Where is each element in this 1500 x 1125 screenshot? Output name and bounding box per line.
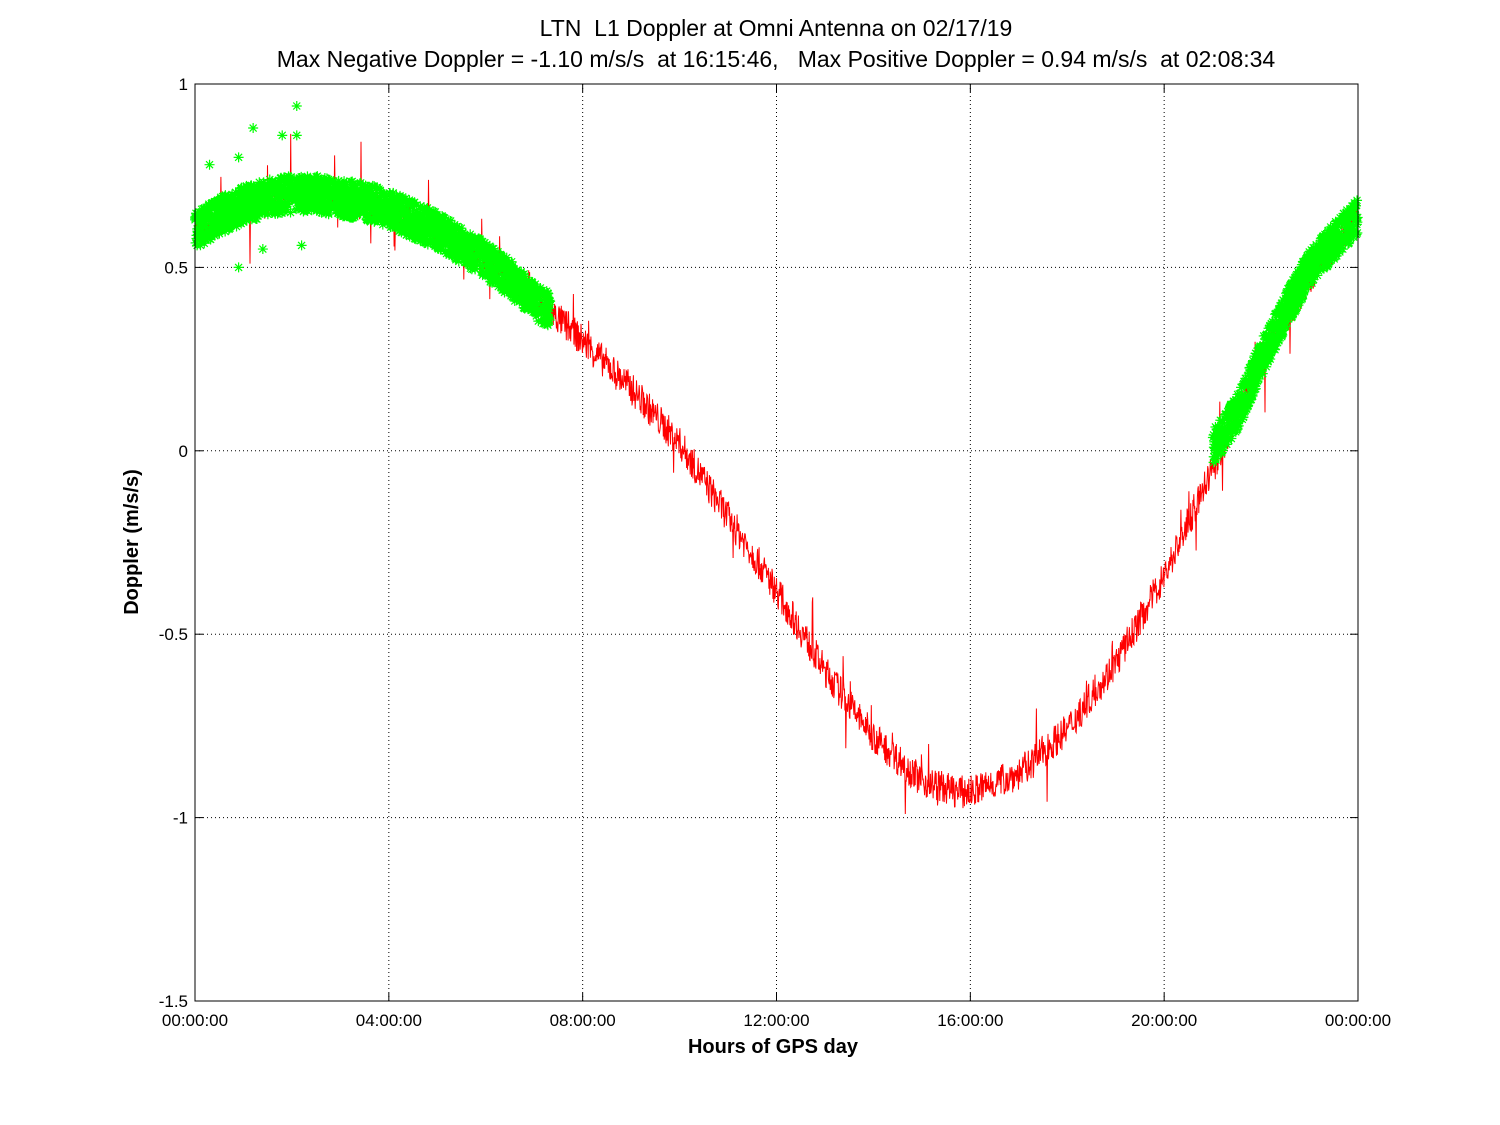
y-tick-label: 0.5: [164, 258, 188, 277]
y-tick-label: -1.5: [159, 992, 188, 1011]
green-outlier-marker: [233, 262, 244, 273]
green-outlier-marker: [248, 123, 259, 134]
y-axis-ticks: -1.5 -1 -0.5 0 0.5 1: [159, 75, 1358, 1011]
x-tick-label: 12:00:00: [743, 1011, 809, 1030]
green-marker-cluster: [190, 171, 556, 331]
x-tick-label: 08:00:00: [550, 1011, 616, 1030]
green-outlier-marker: [291, 130, 302, 141]
green-outlier-marker: [291, 101, 302, 112]
chart-subtitle: Max Negative Doppler = -1.10 m/s/s at 16…: [277, 46, 1276, 72]
y-tick-label: 1: [179, 75, 188, 94]
x-axis-label: Hours of GPS day: [688, 1036, 859, 1058]
green-outlier-marker: [296, 240, 307, 251]
x-tick-label: 20:00:00: [1131, 1011, 1197, 1030]
y-tick-label: -0.5: [159, 625, 188, 644]
green-marker-cluster: [1207, 195, 1363, 468]
grid-lines: [195, 84, 1358, 1001]
x-axis-ticks: 00:00:00 04:00:00 08:00:00 12:00:00 16:00:00…: [162, 84, 1391, 1030]
x-tick-label: 00:00:00: [162, 1011, 228, 1030]
y-tick-label: -1: [173, 809, 188, 828]
green-outlier-marker: [204, 159, 215, 170]
green-outlier-marker: [277, 130, 288, 141]
chart-title: LTN L1 Doppler at Omni Antenna on 02/17/…: [540, 15, 1013, 41]
green-outlier-marker: [233, 152, 244, 163]
y-tick-label: 0: [179, 442, 188, 461]
x-tick-label: 04:00:00: [356, 1011, 422, 1030]
green-outlier-marker: [257, 244, 268, 255]
series-red-line: [194, 133, 1359, 815]
series-red-path: [194, 133, 1359, 815]
x-tick-label: 16:00:00: [937, 1011, 1003, 1030]
series-green-markers: [190, 101, 1363, 468]
y-axis-label: Doppler (m/s/s): [121, 469, 143, 615]
x-tick-label: 00:00:00: [1325, 1011, 1391, 1030]
